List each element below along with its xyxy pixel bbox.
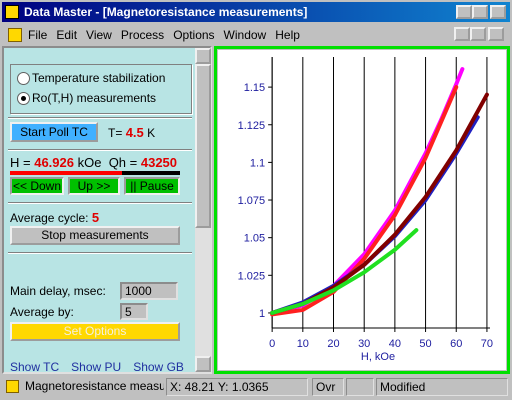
close-button[interactable] [490,5,506,19]
x-tick-label: 40 [389,338,401,350]
x-tick-label: 50 [419,338,431,350]
menu-item[interactable]: Options [173,28,215,42]
h-label: H = [10,155,31,170]
progress-red [10,171,122,175]
data-line [270,228,419,315]
separator [8,252,192,254]
h-unit: kOe [77,155,102,170]
scroll-down[interactable] [195,356,211,372]
qh-value: 43250 [140,155,178,170]
y-tick-label: 1.15 [244,82,265,94]
average-by-label: Average by: [10,305,74,319]
show-item: PU [104,360,122,374]
status-coords: X: 48.21 Y: 1.0365 [166,378,308,396]
scroll-up[interactable] [195,48,211,64]
x-tick-label: 10 [297,338,309,350]
qh-label: Qh = [108,155,138,170]
x-tick-label: 0 [269,338,275,350]
plot-background [218,50,506,370]
temperature: T= 4.5 K [108,125,155,140]
average-cycle-label: Average cycle: [10,211,89,225]
menu-item[interactable]: Edit [56,28,78,42]
start-poll-button[interactable]: Start Poll TC [10,122,98,142]
maximize-button[interactable] [472,5,488,19]
x-tick-label: 20 [327,338,339,350]
status-ovr: Ovr [312,378,344,396]
separator [8,117,192,119]
show-link[interactable]: Show PU [71,360,121,374]
status-icon [6,380,19,393]
app-icon [5,5,19,19]
x-tick-label: 30 [358,338,370,350]
radio-label: Temperature stabilization [32,71,166,85]
stop-button[interactable]: Stop measurements [10,226,180,245]
show-prefix: Show [10,360,41,374]
show-links: Show TC Show PU Show GB [10,360,196,374]
menu-item[interactable]: File [28,28,48,42]
h-value: 46.926 [34,155,74,170]
radio-button[interactable] [17,72,30,85]
status-empty [346,378,374,396]
control-panel [2,46,212,374]
child-restore[interactable] [470,27,486,41]
child-close[interactable] [488,27,504,41]
y-tick-label: 1 [259,308,265,320]
main-delay-label: Main delay, msec: [10,284,106,298]
y-tick-label: 1.025 [238,270,266,282]
average-cycle: Average cycle: 5 [10,210,99,225]
average-cycle-value: 5 [91,210,100,225]
main-delay-input[interactable]: 1000 [120,282,178,300]
x-tick-label: 70 [481,338,493,350]
t-value: 4.5 [125,125,144,140]
radio-label: Ro(T,H) measurements [32,91,157,105]
menu-item[interactable]: View [86,28,112,42]
separator [8,202,192,204]
show-link[interactable]: Show GB [133,360,184,374]
show-item: GB [166,360,184,374]
progress-black [122,171,180,175]
down-button[interactable]: << Down [10,177,64,195]
status-modified: Modified [376,378,508,396]
window-title: Data Master - [Magnetoresistance measure… [24,5,308,19]
menu-icon [8,28,22,42]
mode-group [10,64,192,114]
t-label: T= [108,126,123,140]
menu-item[interactable]: Window [223,28,267,42]
t-unit: K [147,126,156,140]
up-button[interactable]: Up >> [68,177,120,195]
show-prefix: Show [133,360,164,374]
y-tick-label: 1.05 [244,233,265,245]
set-options-button[interactable]: Set Options [10,322,180,341]
show-prefix: Show [71,360,102,374]
data-line [270,85,459,317]
y-tick-label: 1.1 [250,157,265,169]
title-bar [2,2,510,22]
radio-button[interactable] [17,92,30,105]
status-title: Magnetoresistance measuren [25,379,164,393]
x-tick-label: 60 [450,338,462,350]
show-link[interactable]: Show TC [10,360,59,374]
menu-item[interactable]: Help [275,28,300,42]
y-tick-label: 1.075 [238,195,266,207]
pause-button[interactable]: || Pause [124,177,180,195]
show-item: TC [43,360,60,374]
menu-bar: File Edit View Process Options Window Help [28,28,309,42]
child-minimize[interactable] [454,27,470,41]
x-axis-label: H, kOe [361,351,395,363]
minimize-button[interactable] [456,5,472,19]
average-by-input[interactable]: 5 [120,303,148,320]
separator [8,149,192,151]
scroll-thumb[interactable] [195,64,211,228]
menu-item[interactable]: Process [120,28,165,42]
field-line: H = 46.926 kOe Qh = 43250 [10,155,177,170]
y-tick-label: 1.125 [238,120,266,132]
chart: H, kOe 0 10 20 30 40 50 60 70 1 1.025 1.05 1.075 1.1… [214,46,510,374]
